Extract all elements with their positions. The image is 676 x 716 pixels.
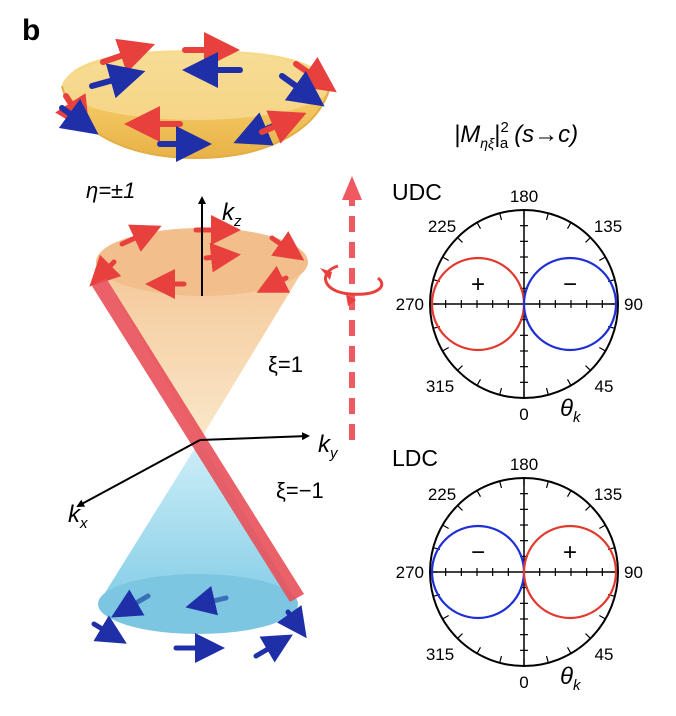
rim-tick [476,222,482,229]
matrix-element-title: |Mηξ|2 a (s→c) [454,119,578,152]
rim-tick [499,655,503,663]
angle-label-315: 315 [426,377,454,396]
rim-tick [476,379,482,386]
ky-axis [199,432,310,441]
angle-label-45: 45 [595,377,614,396]
rim-tick [442,346,449,352]
rim-tick [599,346,606,352]
kz-label: kz [222,199,242,230]
spin-arrow [111,589,151,618]
angle-label-0: 0 [519,405,528,424]
spin-arrow [259,110,307,144]
polar-plot-ldc: − +180 225 135 270 90 315 45 0 θk LDC [392,445,643,694]
rim-tick [545,213,549,221]
rim-tick [499,387,503,395]
angle-label-225: 225 [428,217,456,236]
theta-k-label: θk [560,395,582,426]
left-sign: + [471,271,485,298]
rim-tick [442,524,449,530]
polar-title: UDC [392,179,442,205]
spin-arrow [203,242,241,273]
ky-label: ky [318,431,339,462]
spin-arrow [119,224,162,252]
rim-tick [566,379,572,386]
right-lobe [522,256,618,352]
spin-arrow [100,38,156,73]
right-lobe [522,524,618,620]
spin-arrow [185,586,229,616]
rotation-arrowhead [320,268,332,280]
bowl-spin-arrows [55,32,337,162]
angle-label-315: 315 [426,645,454,664]
rim-tick [442,256,449,262]
rim-tick [585,365,591,371]
angle-label-135: 135 [594,217,622,236]
spin-arrow [89,63,146,99]
spin-arrow [91,615,127,644]
rim-tick [599,256,606,262]
rim-tick [457,505,463,511]
theta-k-label: θk [560,663,582,694]
panel-label: b [22,14,40,47]
rim-tick [442,614,449,620]
rim-tick [457,237,463,243]
rim-tick [545,655,549,663]
rim-tick [566,647,572,654]
rim-tick [599,524,606,530]
angle-label-180: 180 [510,187,538,206]
angle-label-270: 270 [396,295,424,314]
rim-tick [499,481,503,489]
rotation-indicator [320,176,384,440]
rim-tick [476,490,482,497]
spin-arrow [279,70,325,107]
eta-label: η=±1 [86,178,135,203]
xi-negative-label: ξ=−1 [276,478,324,503]
angle-label-135: 135 [594,485,622,504]
angle-label-90: 90 [624,563,643,582]
rim-tick [566,222,572,229]
rim-tick [499,213,503,221]
angle-label-0: 0 [519,673,528,692]
angle-label-270: 270 [396,563,424,582]
left-sign: − [471,539,485,566]
polar-title: LDC [392,445,438,471]
spin-arrow [269,231,305,261]
xi-positive-label: ξ=1 [268,352,303,377]
rim-tick [585,505,591,511]
right-sign: + [563,539,577,566]
right-sign: − [563,271,577,298]
angle-label-90: 90 [624,295,643,314]
spin-arrow [89,254,122,287]
rim-tick [585,633,591,639]
rim-tick [476,647,482,654]
spin-arrow [253,634,293,663]
kx-axis [76,439,201,507]
momentum-axes [76,196,310,507]
angle-label-45: 45 [595,645,614,664]
spin-arrow [58,98,99,135]
angle-label-225: 225 [428,485,456,504]
rim-tick [545,387,549,395]
lower-cone-spin-arrows [91,586,307,663]
rim-tick [545,481,549,489]
rim-tick [457,365,463,371]
rim-tick [566,490,572,497]
rim-tick [599,614,606,620]
spin-arrow [256,265,291,293]
rim-tick [585,237,591,243]
rim-tick [457,633,463,639]
spin-arrow [277,605,307,639]
kx-label: kx [68,501,88,532]
angle-label-180: 180 [510,455,538,474]
polar-plot-udc: + − 180 225 135 270 90 315 45 0 θk UDC [392,179,643,426]
